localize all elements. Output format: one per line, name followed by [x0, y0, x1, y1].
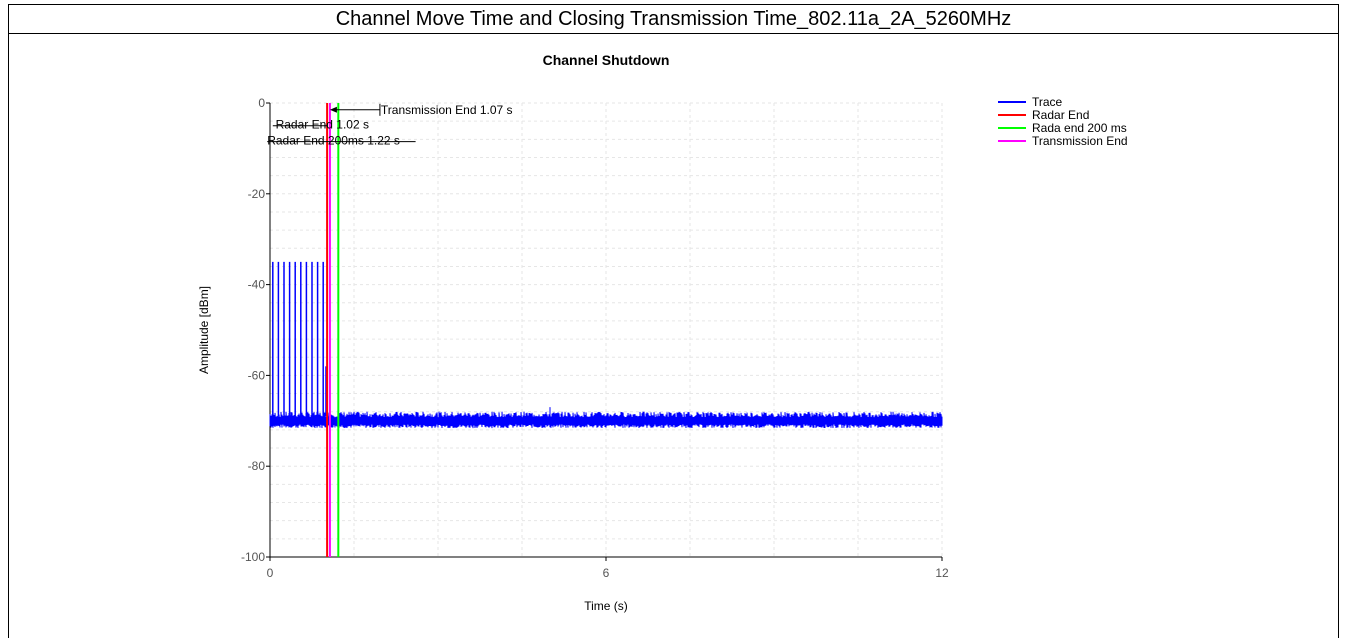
trace-noise-floor [269, 411, 943, 429]
annotation-transmission-end: Transmission End 1.07 s [381, 103, 513, 117]
y-tick-label: -100 [241, 550, 265, 564]
legend-entry: Transmission End [1032, 134, 1128, 148]
y-tick-label: 0 [258, 96, 265, 110]
annotation-radar-end-200ms: Radar End 200ms 1.22 s [267, 134, 400, 148]
y-axis-label: Amplitude [dBm] [197, 286, 211, 374]
y-tick-label: -20 [248, 187, 266, 201]
x-tick-label: 0 [267, 566, 274, 580]
page-heading: Channel Move Time and Closing Transmissi… [335, 7, 1012, 30]
legend-entry: Rada end 200 ms [1032, 121, 1127, 135]
x-axis-label: Time (s) [584, 599, 628, 613]
chart-title: Channel Shutdown [543, 52, 670, 68]
y-tick-label: -40 [248, 278, 266, 292]
annotation-radar-end: Radar End 1.02 s [276, 118, 369, 132]
legend-entry: Radar End [1032, 108, 1089, 122]
y-tick-label: -60 [248, 368, 266, 382]
page-header: Channel Move Time and Closing Transmissi… [8, 4, 1339, 34]
x-tick-label: 6 [603, 566, 610, 580]
page-frame [8, 4, 1339, 638]
legend-entry: Trace [1032, 95, 1063, 109]
annotation-arrowhead [329, 106, 337, 113]
y-tick-label: -80 [248, 459, 266, 473]
x-tick-label: 12 [935, 566, 949, 580]
